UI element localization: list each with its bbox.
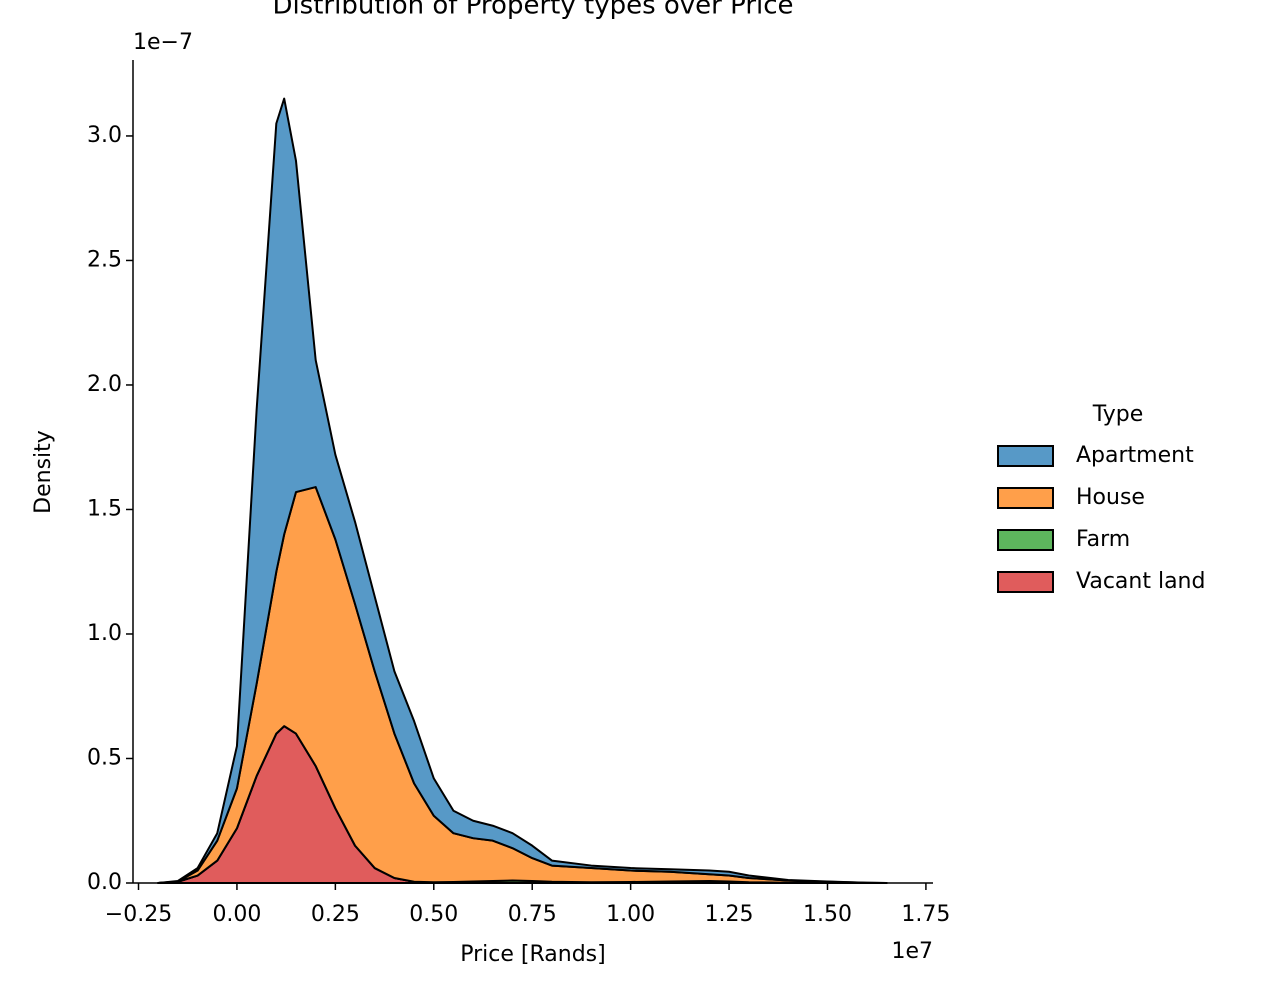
x-tick-label: 0.75 [508, 902, 557, 927]
x-tick-label: 1.50 [803, 902, 852, 927]
legend-label: Vacant land [1076, 569, 1205, 594]
x-tick-label: 1.25 [705, 902, 754, 927]
y-tick-label: 0.5 [87, 745, 122, 770]
legend-swatch [997, 445, 1054, 467]
y-tick-label: 2.5 [87, 247, 122, 272]
x-axis-label: Price [Rands] [460, 942, 605, 967]
legend-label: Apartment [1076, 443, 1194, 468]
y-tick-label: 1.0 [87, 621, 122, 646]
legend-swatch [997, 571, 1054, 593]
legend-label: House [1076, 485, 1145, 510]
areas [157, 97, 888, 884]
x-tick-label: 0.25 [311, 902, 360, 927]
y-tick-label: 2.0 [87, 372, 122, 397]
y-tick-label: 3.0 [87, 123, 122, 148]
legend-swatch [997, 487, 1054, 509]
x-tick-label: −0.25 [105, 902, 172, 927]
x-tick-label: 0.50 [409, 902, 458, 927]
legend-swatch [997, 529, 1054, 551]
chart-title: Distribution of Property types over Pric… [272, 0, 793, 21]
y-tick-label: 0.0 [87, 870, 122, 895]
x-tick-label: 1.00 [606, 902, 655, 927]
x-offset: 1e7 [891, 939, 933, 964]
legend-title: Type [1092, 402, 1144, 427]
x-tick-label: 1.75 [901, 902, 950, 927]
x-tick-label: 0.00 [212, 902, 261, 927]
legend-label: Farm [1076, 527, 1130, 552]
y-offset: 1e−7 [133, 30, 193, 55]
y-tick-label: 1.5 [87, 496, 122, 521]
y-axis-label: Density [31, 430, 56, 514]
